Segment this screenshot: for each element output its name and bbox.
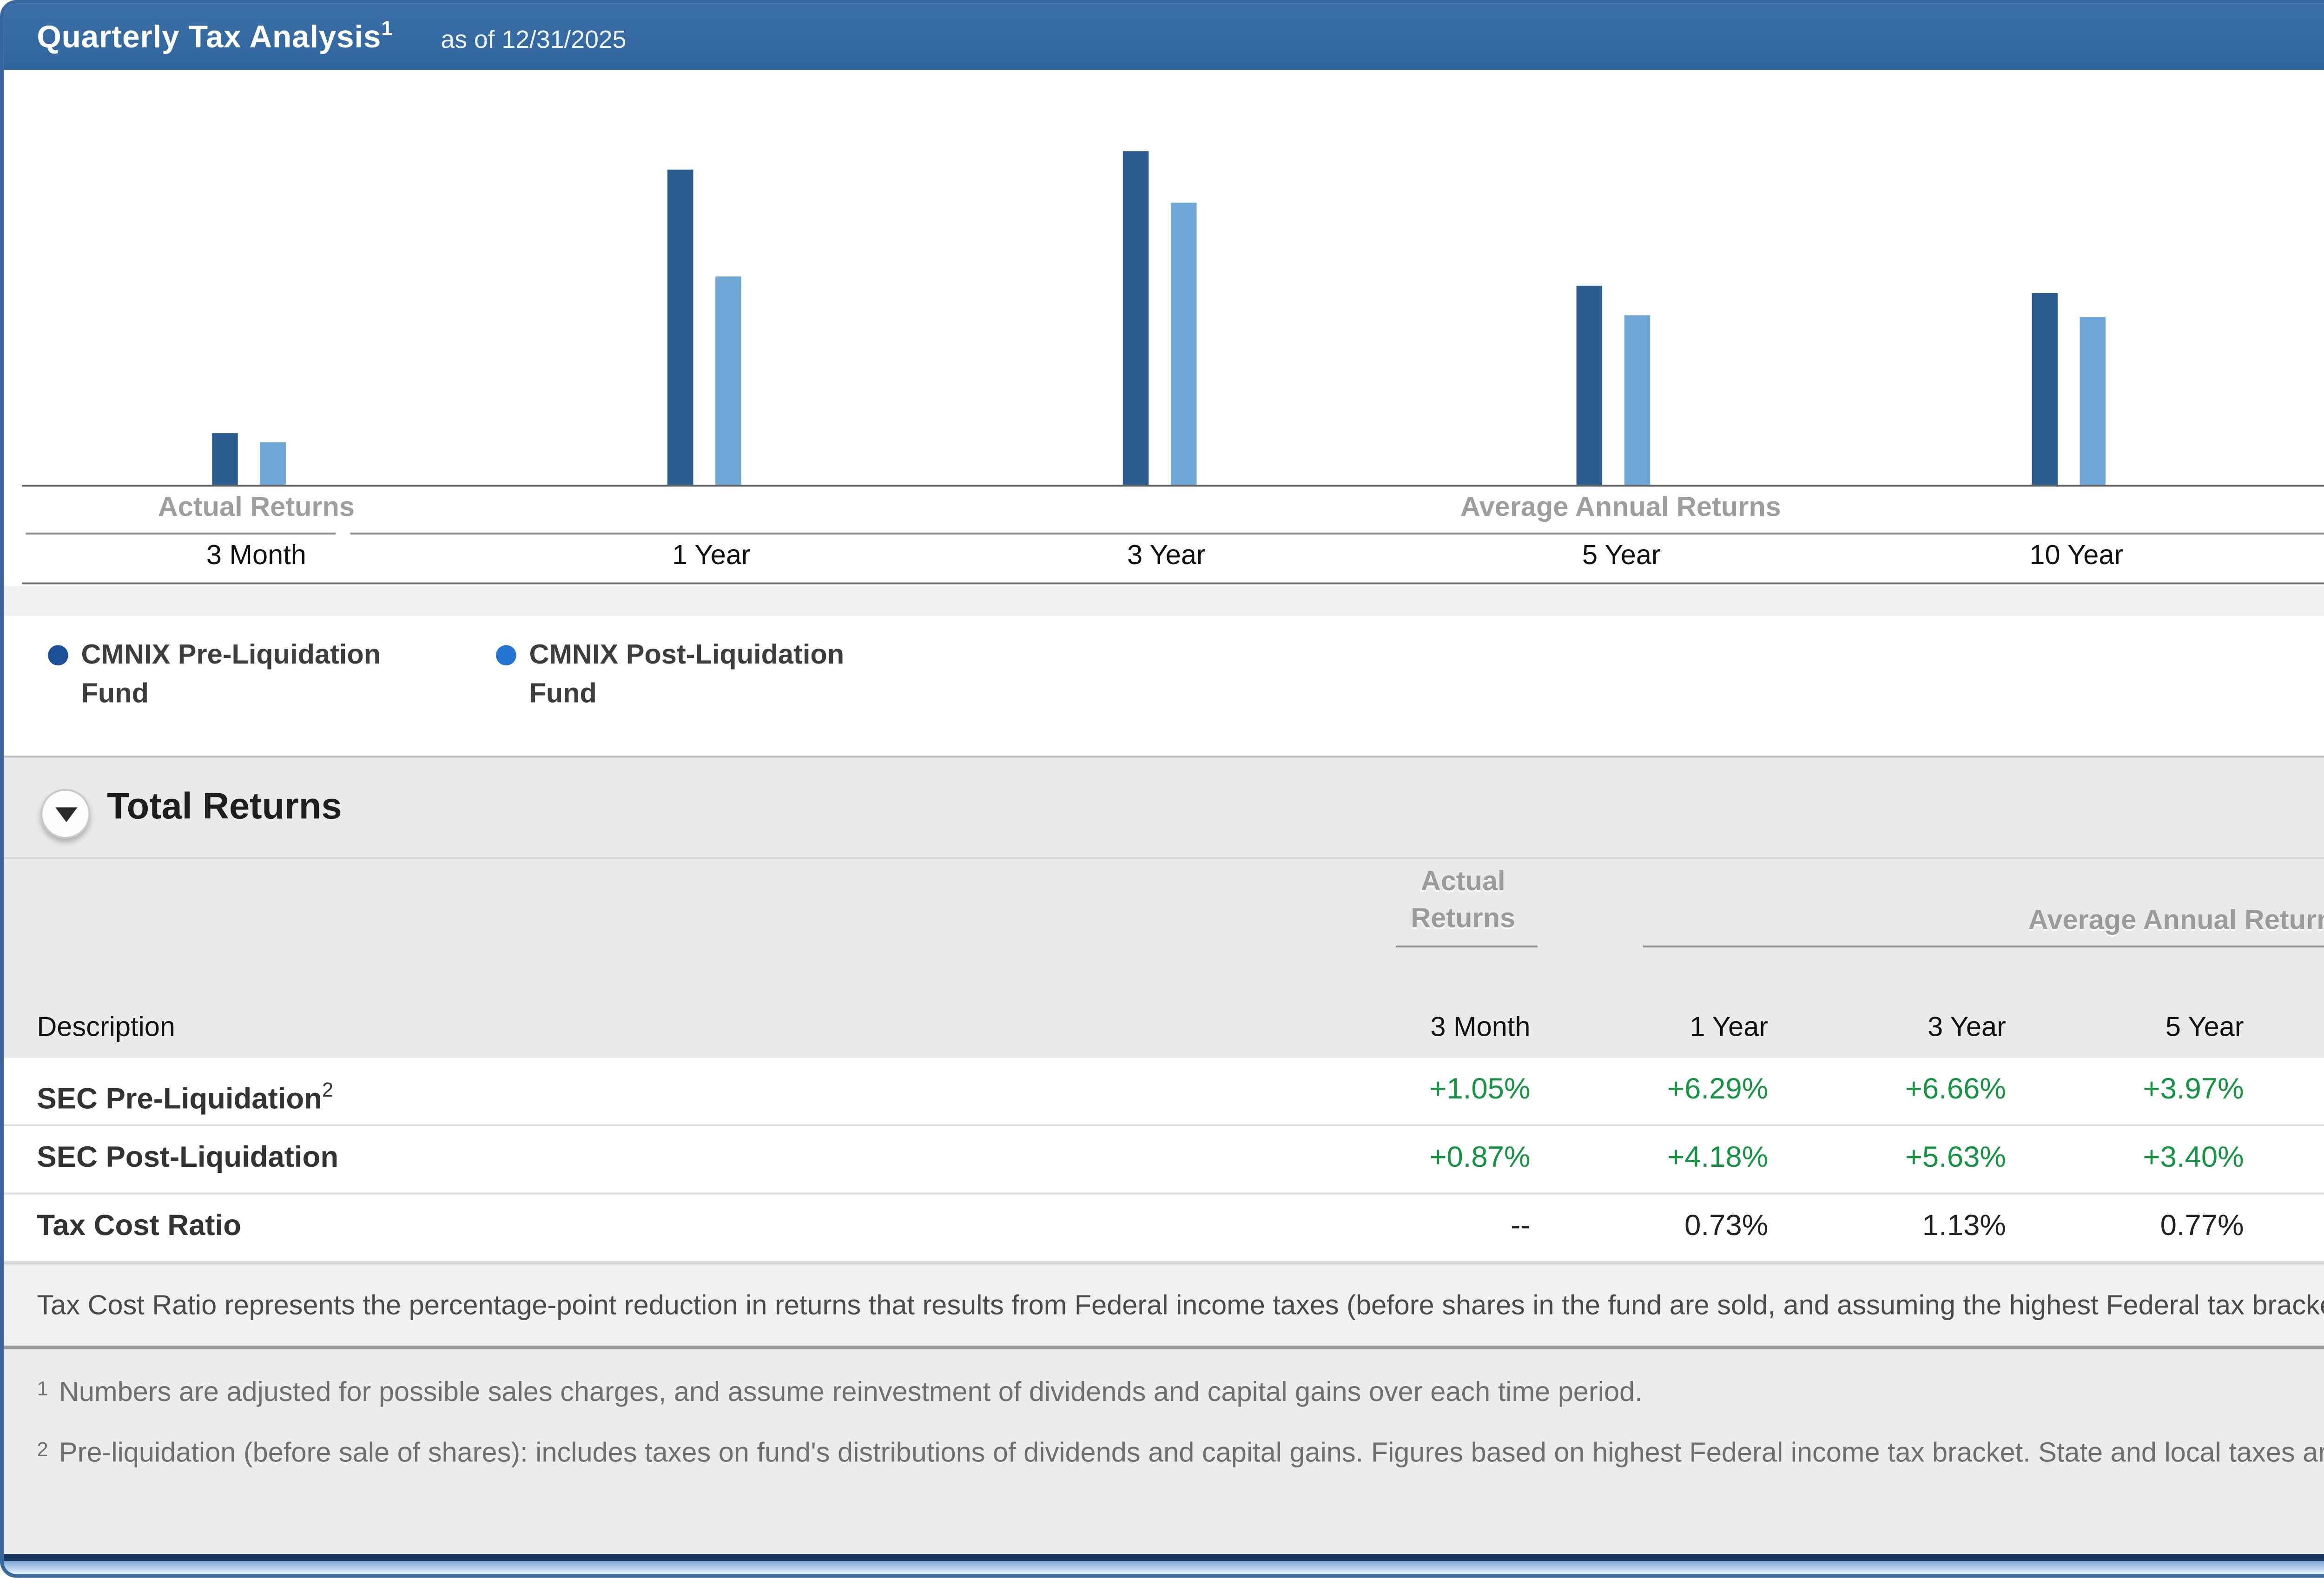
title-footnote-marker: 1 [381, 18, 393, 40]
page-title: Quarterly Tax Analysis1 [37, 18, 393, 54]
table-average-annual-returns-underline [1643, 945, 2324, 947]
chart-legend: CMNIX Pre-Liquidation Fund CMNIX Post-Liq… [3, 626, 2324, 745]
column-header-3-month: 3 Month [1430, 1012, 1531, 1044]
total-returns-section: Total Returns Actual Returns Average Annu… [3, 756, 2324, 1060]
bar-pre-liquidation-10-year [2032, 293, 2058, 487]
legend-dot-icon [48, 645, 68, 666]
column-header-description: Description [37, 1012, 175, 1044]
category-label-10-year: 10 Year [2029, 540, 2124, 572]
as-of-date: as of 12/31/2025 [441, 25, 627, 53]
footnote-1: 1 Numbers are adjusted for possible sale… [37, 1377, 1643, 1408]
collapse-toggle-button[interactable] [40, 789, 91, 839]
legend-item-pre-liquidation: CMNIX Pre-Liquidation Fund [48, 636, 381, 714]
table-group-header-actual-returns: Actual Returns [1411, 866, 1516, 935]
bar-pre-liquidation-3-month [212, 434, 238, 487]
section-divider [3, 857, 2324, 859]
tax-cost-ratio-note: Tax Cost Ratio represents the percentage… [3, 1262, 2324, 1346]
bar-pre-liquidation-5-year [1577, 286, 1603, 487]
section-title: Total Returns [107, 787, 342, 828]
table-row-sec-post-liquidation: SEC Post-Liquidation +0.87% +4.18% +5.63% +3… [3, 1126, 2324, 1195]
chart-baseline [22, 485, 2324, 488]
bar-post-liquidation-3-year [1170, 203, 1196, 487]
row-label: Tax Cost Ratio [37, 1211, 241, 1243]
title-bar: Quarterly Tax Analysis1 as of 12/31/2025 [3, 3, 2324, 70]
bar-chart: 2%4%6% [3, 70, 2324, 487]
bar-post-liquidation-3-month [260, 442, 286, 487]
category-label-3-year: 3 Year [1127, 540, 1206, 572]
cell-value: +6.29% [1667, 1074, 1769, 1106]
legend-item-post-liquidation: CMNIX Post-Liquidation Fund [496, 636, 844, 714]
footnote-2: 2 Pre-liquidation (before sale of shares… [37, 1438, 2324, 1469]
chart-group-label-actual-returns: Actual Returns [158, 492, 355, 524]
legend-label: CMNIX Pre-Liquidation Fund [81, 639, 381, 710]
cell-value: 0.77% [2160, 1211, 2244, 1243]
legend-label: CMNIX Post-Liquidation Fund [529, 639, 845, 710]
bar-pre-liquidation-1-year [667, 169, 693, 487]
footnote-divider [3, 1345, 2324, 1348]
cell-value: +3.84% [2244, 1058, 2324, 1124]
returns-table: SEC Pre-Liquidation2 +1.05% +6.29% +6.66% +3… [3, 1058, 2324, 1263]
row-label: SEC Post-Liquidation [37, 1143, 339, 1174]
cell-value: +0.87% [1429, 1143, 1531, 1174]
cell-value: 0.73% [1684, 1211, 1769, 1243]
bottom-border-bar [3, 1554, 2324, 1561]
column-header-3-year: 3 Year [1928, 1012, 2006, 1044]
actual-returns-underline [26, 533, 336, 535]
bar-post-liquidation-10-year [2080, 316, 2106, 487]
label-band-divider [22, 582, 2324, 585]
table-group-header-average-annual-returns: Average Annual Returns [2028, 905, 2324, 937]
chart-footer-strip [3, 586, 2324, 616]
table-row-sec-pre-liquidation: SEC Pre-Liquidation2 +1.05% +6.29% +6.66% +3… [3, 1058, 2324, 1126]
table-actual-returns-underline [1395, 945, 1538, 947]
cell-value: 0.86% [2244, 1194, 2324, 1261]
cell-value: +4.18% [1667, 1143, 1769, 1174]
column-header-row: Description 3 Month 1 Year 3 Year 5 Year10 … [4, 1006, 2324, 1054]
bar-post-liquidation-5-year [1625, 315, 1651, 487]
cell-value: +6.66% [1905, 1074, 2006, 1106]
footnotes: 1 Numbers are adjusted for possible sale… [3, 1349, 2324, 1554]
chevron-down-icon [54, 807, 77, 822]
cell-value: 1.13% [1922, 1211, 2006, 1243]
cell-value: +3.37% [2244, 1126, 2324, 1193]
cell-value: +3.97% [2143, 1074, 2244, 1106]
cell-value: +3.40% [2143, 1143, 2244, 1174]
category-label-5-year: 5 Year [1582, 540, 1661, 572]
category-label-3-month: 3 Month [206, 540, 306, 572]
bar-pre-liquidation-3-year [1122, 151, 1148, 487]
row-label: SEC Pre-Liquidation2 [37, 1080, 334, 1116]
cell-value: +5.63% [1905, 1143, 2006, 1174]
table-row-tax-cost-ratio: Tax Cost Ratio--0.73%1.13%0.77%0.86%-- [3, 1194, 2324, 1263]
average-annual-returns-underline [350, 533, 2324, 535]
cell-value: +1.05% [1429, 1074, 1531, 1106]
column-header-10-year: 10 Year [2244, 1012, 2324, 1043]
chart-label-band: Actual Returns Average Annual Returns 3 … [3, 487, 2324, 585]
category-label-1-year: 1 Year [672, 540, 751, 572]
column-header-1-year: 1 Year [1690, 1012, 1769, 1044]
bottom-glow-strip [3, 1561, 2324, 1574]
chart-group-label-average-annual-returns: Average Annual Returns [1460, 492, 1781, 524]
cell-value: -- [1511, 1211, 1531, 1243]
bar-post-liquidation-1-year [715, 276, 741, 487]
column-header-5-year: 5 Year [2165, 1012, 2244, 1044]
legend-dot-icon [496, 645, 516, 666]
